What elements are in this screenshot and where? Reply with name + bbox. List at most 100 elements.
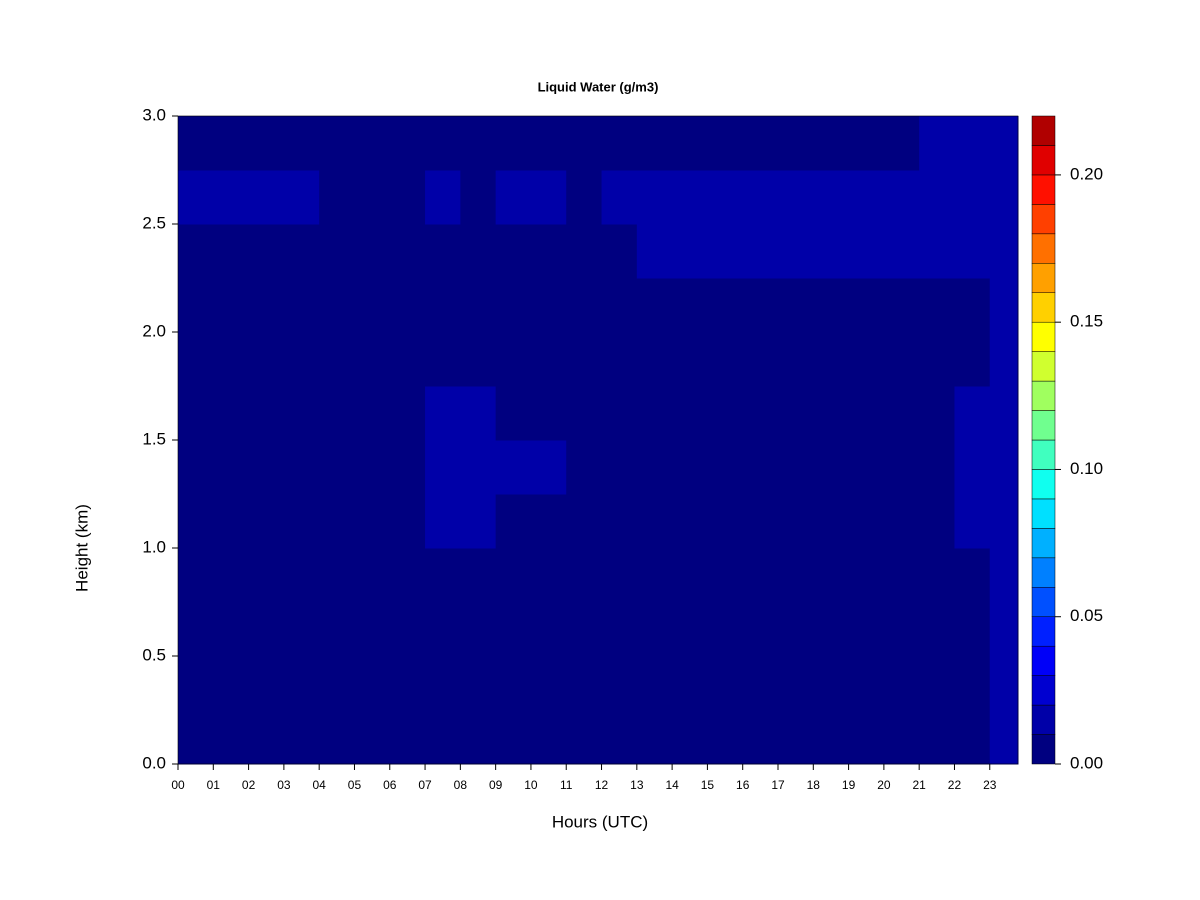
heatmap-cell — [636, 440, 673, 495]
heatmap-cell — [636, 602, 673, 657]
heatmap-cell — [636, 170, 673, 225]
heatmap-cell — [813, 332, 850, 387]
heatmap-cell — [248, 332, 285, 387]
heatmap-cell — [460, 548, 497, 603]
heatmap-cell — [883, 440, 920, 495]
heatmap-cell — [530, 116, 567, 171]
heatmap-cell — [319, 278, 355, 333]
heatmap-cell — [389, 386, 426, 441]
heatmap-cell — [778, 386, 814, 441]
heatmap-cell — [707, 224, 744, 279]
heatmap-cell — [213, 224, 250, 279]
heatmap-cell — [530, 710, 567, 765]
heatmap-cell — [742, 548, 779, 603]
heatmap-cell — [672, 710, 708, 765]
heatmap-cell — [319, 386, 355, 441]
x-tick-label: 12 — [595, 778, 609, 792]
heatmap-cell — [672, 116, 708, 171]
heatmap-cell — [742, 710, 779, 765]
colorbar-segment — [1031, 528, 1056, 559]
colorbar-segment — [1031, 675, 1056, 706]
heatmap-cell — [919, 278, 955, 333]
heatmap-cell — [954, 170, 991, 225]
heatmap-cell — [883, 656, 920, 711]
heatmap-cell — [989, 710, 1019, 765]
heatmap-cell — [813, 710, 850, 765]
heatmap-cell — [672, 170, 708, 225]
heatmap-cell — [283, 116, 320, 171]
heatmap-cell — [742, 656, 779, 711]
heatmap-cell — [636, 278, 673, 333]
heatmap-cell — [495, 116, 532, 171]
heatmap-cell — [813, 548, 850, 603]
heatmap-cell — [707, 278, 744, 333]
heatmap-cell — [848, 386, 885, 441]
heatmap-cell — [425, 386, 461, 441]
heatmap-cell — [530, 548, 567, 603]
heatmap-cell — [389, 656, 426, 711]
heatmap-cell — [566, 224, 603, 279]
heatmap-cell — [283, 440, 320, 495]
heatmap-cell — [672, 602, 708, 657]
heatmap-cell — [389, 710, 426, 765]
heatmap-cell — [919, 710, 955, 765]
heatmap-cell — [566, 116, 603, 171]
heatmap-cell — [989, 494, 1019, 549]
x-tick-label: 19 — [842, 778, 856, 792]
heatmap-cell — [354, 602, 391, 657]
heatmap-cell — [566, 656, 603, 711]
heatmap-cell — [495, 278, 532, 333]
heatmap-cell — [530, 332, 567, 387]
heatmap-cell — [319, 656, 355, 711]
heatmap-cell — [283, 548, 320, 603]
heatmap-cell — [742, 440, 779, 495]
heatmap-cell — [248, 494, 285, 549]
heatmap-cell — [636, 656, 673, 711]
heatmap-cell — [989, 656, 1019, 711]
heatmap-cell — [354, 170, 391, 225]
heatmap-cell — [530, 224, 567, 279]
heatmap-cell — [954, 386, 991, 441]
heatmap-cell — [283, 710, 320, 765]
heatmap-cell — [989, 278, 1019, 333]
heatmap-cell — [601, 440, 638, 495]
heatmap-cell — [248, 548, 285, 603]
heatmap-cell — [354, 332, 391, 387]
heatmap-cell — [813, 440, 850, 495]
heatmap-cell — [954, 116, 991, 171]
x-tick-label: 16 — [736, 778, 750, 792]
x-tick-label: 18 — [807, 778, 821, 792]
colorbar-segment — [1031, 115, 1056, 146]
x-tick-label: 06 — [383, 778, 397, 792]
y-tick-label: 0.5 — [142, 645, 166, 664]
heatmap-cell — [601, 602, 638, 657]
heatmap-cell — [283, 278, 320, 333]
colorbar-segment — [1031, 498, 1056, 529]
heatmap-cell — [883, 332, 920, 387]
heatmap-cell — [566, 332, 603, 387]
heatmap-cell — [566, 602, 603, 657]
heatmap-cell — [248, 278, 285, 333]
colorbar-segment — [1031, 469, 1056, 500]
heatmap-cell — [601, 224, 638, 279]
y-axis-label: Height (km) — [72, 504, 91, 592]
x-tick-label: 00 — [171, 778, 185, 792]
heatmap-cell — [636, 332, 673, 387]
heatmap-cell — [283, 224, 320, 279]
heatmap-cell — [813, 602, 850, 657]
heatmap-cell — [213, 440, 250, 495]
heatmap-cell — [989, 332, 1019, 387]
x-tick-label: 15 — [701, 778, 715, 792]
heatmap-cell — [495, 170, 532, 225]
heatmap-cell — [954, 656, 991, 711]
heatmap-cell — [778, 602, 814, 657]
x-tick-label: 13 — [630, 778, 644, 792]
heatmap-cell — [354, 710, 391, 765]
heatmap-cell — [883, 224, 920, 279]
colorbar-segment — [1031, 410, 1056, 441]
heatmap-cell — [460, 710, 497, 765]
x-tick-label: 03 — [277, 778, 291, 792]
heatmap-cell — [283, 332, 320, 387]
heatmap-cell — [389, 116, 426, 171]
heatmap-cell — [425, 710, 461, 765]
